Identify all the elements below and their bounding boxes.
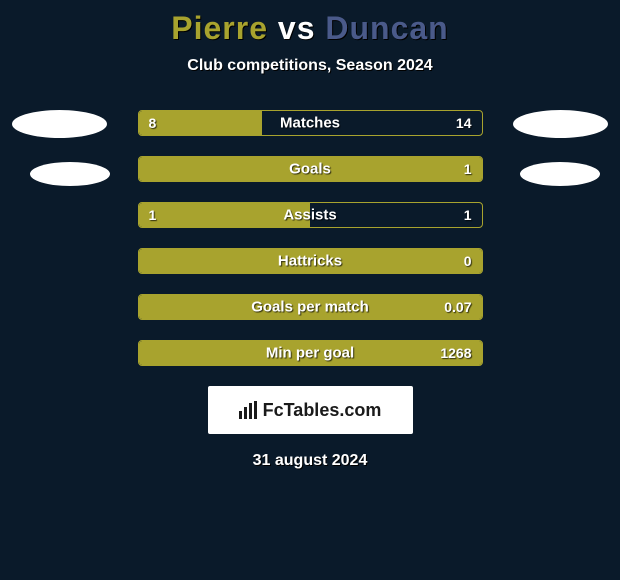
stat-label: Min per goal [266,345,354,362]
stat-value-right: 1268 [440,345,471,361]
stat-bar-fill [139,111,262,135]
bar-chart-icon [239,401,257,419]
player1-name: Pierre [171,10,268,46]
stat-bars-container: 8 Matches 14 Goals 1 1 Assists 1 Hattricks 0 Goals… [138,110,483,366]
player1-avatar-placeholder [12,110,107,138]
stat-value-right: 0 [464,253,472,269]
stat-label: Goals [289,161,331,178]
chart-area: 8 Matches 14 Goals 1 1 Assists 1 Hattricks 0 Goals… [0,110,620,366]
stat-value-right: 14 [456,115,472,131]
stat-value-right: 1 [464,161,472,177]
stat-label: Goals per match [251,299,369,316]
comparison-title: Pierre vs Duncan [0,0,620,47]
logo-box: FcTables.com [208,386,413,434]
stat-bar: 1 Assists 1 [138,202,483,228]
stat-value-right: 0.07 [444,299,471,315]
subtitle: Club competitions, Season 2024 [0,57,620,75]
stat-label: Matches [280,115,340,132]
stat-bar: 8 Matches 14 [138,110,483,136]
stat-value-left: 8 [149,115,157,131]
vs-text: vs [278,10,316,46]
player2-name: Duncan [325,10,448,46]
stat-bar: Goals per match 0.07 [138,294,483,320]
stat-value-left: 1 [149,207,157,223]
stat-label: Hattricks [278,253,342,270]
player1-team-placeholder [30,162,110,186]
stat-value-right: 1 [464,207,472,223]
player2-team-placeholder [520,162,600,186]
stat-bar: Goals 1 [138,156,483,182]
player2-avatar-placeholder [513,110,608,138]
stat-label: Assists [283,207,336,224]
stat-bar: Hattricks 0 [138,248,483,274]
stat-bar: Min per goal 1268 [138,340,483,366]
date-text: 31 august 2024 [0,452,620,470]
logo-text: FcTables.com [263,400,382,421]
